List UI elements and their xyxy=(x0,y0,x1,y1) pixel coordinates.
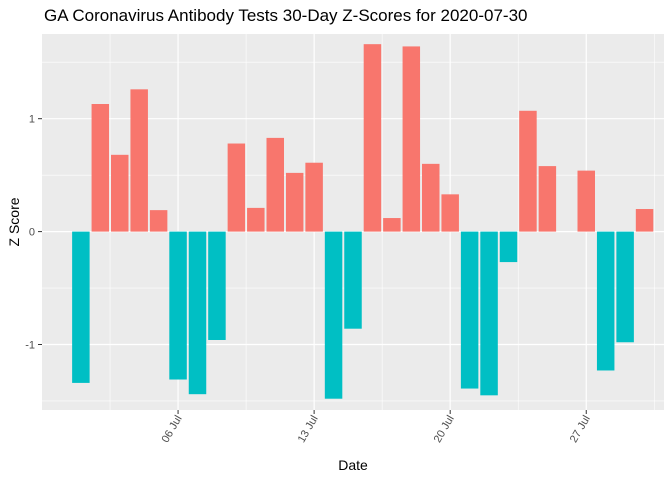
bar xyxy=(188,231,207,395)
bar xyxy=(402,46,421,232)
bar xyxy=(72,231,90,383)
bar xyxy=(266,137,284,232)
bar xyxy=(91,104,110,232)
bar xyxy=(324,231,343,399)
x-tick-label: 20 Jul xyxy=(432,414,457,445)
bar xyxy=(305,162,323,232)
y-tick-label: 1 xyxy=(29,114,35,126)
bar xyxy=(149,210,168,232)
bar xyxy=(460,231,479,389)
bar xyxy=(480,231,498,396)
x-tick-label: 06 Jul xyxy=(160,414,185,445)
bar xyxy=(227,143,246,232)
bar xyxy=(383,218,401,232)
bar xyxy=(616,231,634,343)
bar xyxy=(111,154,129,232)
bar xyxy=(169,231,187,380)
bar-layer xyxy=(72,44,654,399)
bar xyxy=(596,231,615,371)
x-axis-label: Date xyxy=(338,457,368,473)
y-tick-label: -1 xyxy=(25,340,35,352)
bar xyxy=(635,209,654,232)
bar xyxy=(247,207,265,232)
y-axis-label: Z Score xyxy=(6,197,22,246)
bar xyxy=(344,231,362,329)
bar xyxy=(363,44,382,232)
y-tick-label: 0 xyxy=(29,227,35,239)
bar xyxy=(208,231,226,340)
bar xyxy=(422,163,440,232)
bar xyxy=(285,172,304,232)
bar xyxy=(519,110,537,232)
bar xyxy=(499,231,518,263)
bar xyxy=(538,166,557,232)
bar xyxy=(130,89,148,232)
x-tick-label: 27 Jul xyxy=(568,414,593,445)
bar xyxy=(441,194,459,232)
chart-title: GA Coronavirus Antibody Tests 30-Day Z-S… xyxy=(44,6,528,25)
x-tick-label: 13 Jul xyxy=(296,414,321,445)
bar xyxy=(577,170,595,232)
